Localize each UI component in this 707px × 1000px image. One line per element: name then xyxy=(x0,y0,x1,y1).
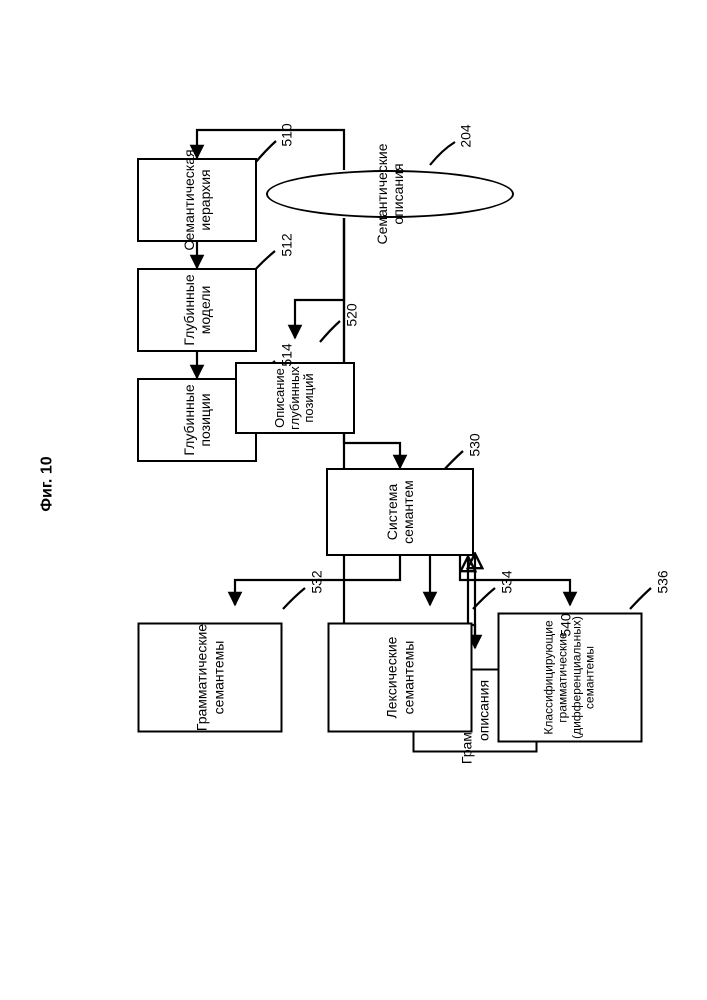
node-label: Глубинные модели xyxy=(181,272,213,348)
id-label-530: 530 xyxy=(467,433,483,456)
node-label: Грамматические семантемы xyxy=(194,624,226,731)
id-label-536: 536 xyxy=(655,570,671,593)
id-label-532: 532 xyxy=(309,570,325,593)
id-label-510: 510 xyxy=(279,123,295,146)
root-label: Семантические описания xyxy=(374,143,406,244)
id-label-534: 534 xyxy=(499,570,515,593)
id-label-512: 512 xyxy=(279,233,295,256)
id-label-204: 204 xyxy=(458,124,474,147)
id-label-520: 520 xyxy=(344,303,360,326)
node-label: Описание глубинных позиций xyxy=(273,366,318,430)
node-label: Семантическая иерархия xyxy=(181,149,213,250)
diagram-stage: Семантические описания Семантическая иер… xyxy=(0,0,707,1000)
root-ellipse: Семантические описания xyxy=(266,170,514,218)
figure-caption: Фиг. 10 xyxy=(39,456,57,511)
node-label: Лексические семантемы xyxy=(384,627,416,729)
id-label-540: 540 xyxy=(558,613,574,636)
node-label: Глубинные позиции xyxy=(181,382,213,458)
node-semantic-hierarchy: Семантическая иерархия xyxy=(137,158,257,242)
node-semanteme-system: Система семантем xyxy=(326,468,474,556)
node-label: Система семантем xyxy=(384,472,416,552)
id-label-514: 514 xyxy=(279,343,295,366)
node-grammatical-semantemes: Грамматические семантемы xyxy=(138,623,283,733)
node-deep-models: Глубинные модели xyxy=(137,268,257,352)
node-lexical-semantemes: Лексические семантемы xyxy=(328,623,473,733)
node-deep-position-description: Описание глубинных позиций xyxy=(235,362,355,434)
